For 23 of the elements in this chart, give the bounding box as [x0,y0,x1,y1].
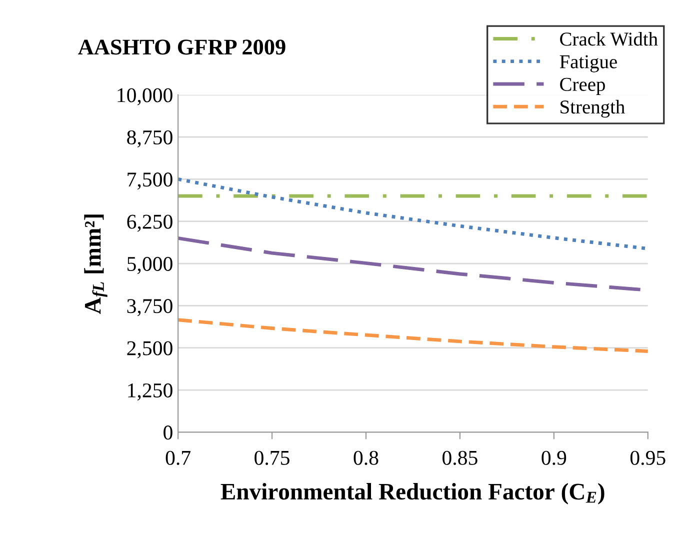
x-tick-label: 0.95 [630,450,666,465]
legend-label: Strength [560,100,625,118]
x-tick-label: 0.85 [442,450,478,465]
x-tick-label: 0.75 [254,450,290,465]
line-series [176,318,650,353]
legend-label: Crack Width [560,32,658,46]
y-tick-label: 1,250 [128,383,172,400]
x-tick-label: 0.9 [542,450,566,465]
legend-label: Fatigue [560,55,617,72]
legend-label: Creep [560,78,605,95]
x-tick-label: 0.7 [166,450,190,465]
y-tick-label: 7,500 [128,172,172,190]
y-tick-label: 6,250 [127,214,172,232]
chart-title: AASHTO GFRP 2009 [78,40,286,55]
y-axis-title: A$_{fL}$ [mm²] [84,214,108,314]
x-tick-label: 0.8 [354,450,378,465]
x-axis-title: Environmental Reduction Factor (C$_{E}$) [220,483,604,504]
y-tick-label: 8,750 [127,130,172,148]
y-tick-label: 2,500 [127,341,172,358]
y-tick-label: 5,000 [128,256,172,274]
y-tick-label: 3,750 [127,299,172,316]
y-tick-label: 0 [164,426,172,440]
y-tick-label: 10,000 [118,88,172,106]
